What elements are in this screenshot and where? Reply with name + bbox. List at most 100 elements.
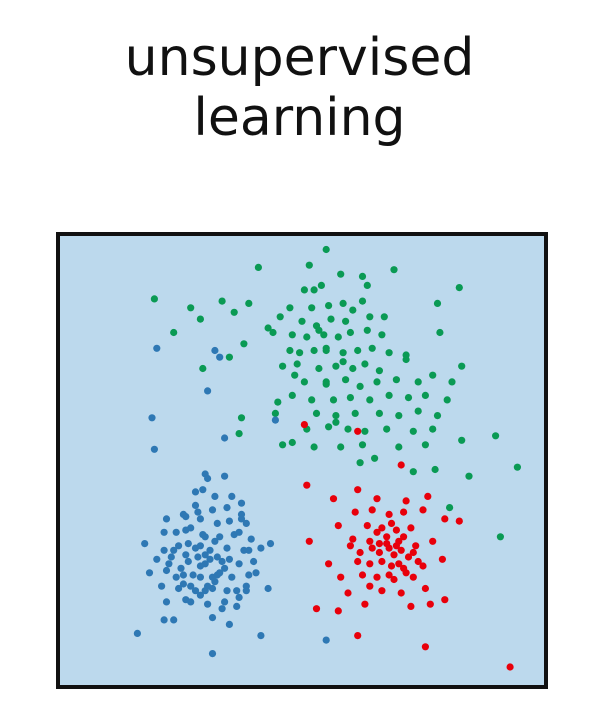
data-point-series-3-64 <box>400 533 407 540</box>
data-point-series-1-50 <box>429 372 436 379</box>
data-point-series-2-42 <box>236 560 243 567</box>
data-point-series-3-47 <box>344 589 351 596</box>
data-point-series-1-96 <box>197 316 204 323</box>
data-point-series-1-60 <box>313 410 320 417</box>
data-point-series-2-96 <box>161 547 168 554</box>
data-point-series-2-1 <box>153 345 160 352</box>
data-point-series-2-68 <box>257 632 264 639</box>
data-point-series-1-90 <box>272 410 279 417</box>
data-point-series-2-100 <box>180 580 187 587</box>
data-point-series-3-15 <box>335 522 342 529</box>
data-point-series-1-8 <box>219 298 226 305</box>
data-point-series-3-1 <box>301 421 308 428</box>
data-point-series-1-78 <box>395 443 402 450</box>
data-point-series-3-71 <box>386 571 393 578</box>
data-point-series-3-52 <box>335 607 342 614</box>
data-point-series-1-101 <box>410 468 417 475</box>
data-point-series-2-45 <box>163 567 170 574</box>
data-point-series-3-12 <box>386 511 393 518</box>
data-point-series-1-1 <box>323 246 330 253</box>
data-point-series-1-12 <box>325 302 332 309</box>
data-point-series-2-18 <box>163 515 170 522</box>
data-point-series-3-38 <box>439 556 446 563</box>
data-point-series-1-85 <box>238 414 245 421</box>
data-point-series-1-26 <box>364 327 371 334</box>
data-point-series-1-61 <box>332 412 339 419</box>
plot-area <box>58 234 546 687</box>
data-point-series-1-65 <box>415 408 422 415</box>
data-point-series-1-70 <box>361 428 368 435</box>
data-point-series-1-69 <box>344 426 351 433</box>
data-point-series-3-46 <box>422 585 429 592</box>
data-point-series-2-55 <box>223 587 230 594</box>
data-point-series-1-81 <box>187 304 194 311</box>
data-point-series-2-11 <box>199 486 206 493</box>
data-point-series-2-51 <box>158 583 165 590</box>
data-point-series-1-117 <box>359 273 366 280</box>
data-point-series-3-18 <box>393 527 400 534</box>
data-point-series-1-19 <box>342 318 349 325</box>
data-point-series-1-77 <box>359 441 366 448</box>
data-point-series-1-59 <box>444 396 451 403</box>
data-point-series-2-73 <box>177 565 184 572</box>
data-point-series-3-29 <box>376 549 383 556</box>
data-point-series-3-3 <box>398 461 405 468</box>
data-point-series-1-25 <box>347 329 354 336</box>
data-point-series-3-34 <box>366 560 373 567</box>
data-point-series-1-9 <box>301 286 308 293</box>
data-point-series-2-14 <box>192 502 199 509</box>
data-point-series-2-47 <box>197 574 204 581</box>
data-point-series-3-39 <box>337 574 344 581</box>
data-point-series-1-43 <box>301 378 308 385</box>
data-point-series-1-91 <box>286 304 293 311</box>
data-point-series-1-11 <box>308 304 315 311</box>
data-point-series-3-20 <box>441 515 448 522</box>
data-point-series-1-39 <box>349 365 356 372</box>
data-point-series-3-65 <box>388 520 395 527</box>
data-point-series-1-82 <box>245 300 252 307</box>
data-point-series-1-83 <box>226 354 233 361</box>
data-point-series-2-106 <box>221 565 228 572</box>
data-point-series-3-7 <box>373 495 380 502</box>
data-point-series-2-57 <box>265 585 272 592</box>
data-point-series-1-109 <box>279 441 286 448</box>
data-point-series-1-112 <box>492 432 499 439</box>
data-point-series-1-40 <box>361 360 368 367</box>
data-point-series-2-49 <box>228 574 235 581</box>
data-point-series-3-33 <box>354 558 361 565</box>
data-point-series-3-23 <box>349 536 356 543</box>
data-point-series-2-75 <box>194 553 201 560</box>
data-point-series-3-48 <box>313 605 320 612</box>
data-point-series-1-72 <box>410 428 417 435</box>
data-point-series-2-109 <box>194 508 201 515</box>
data-point-series-1-24 <box>335 333 342 340</box>
data-point-series-1-14 <box>349 307 356 314</box>
data-point-series-3-62 <box>398 547 405 554</box>
data-point-series-1-86 <box>240 340 247 347</box>
data-point-series-1-27 <box>378 331 385 338</box>
data-point-series-2-92 <box>233 587 240 594</box>
data-point-series-1-3 <box>306 262 313 269</box>
data-point-series-2-79 <box>211 538 218 545</box>
data-point-series-2-43 <box>250 558 257 565</box>
data-point-series-1-107 <box>497 533 504 540</box>
data-point-series-2-111 <box>202 551 209 558</box>
data-point-series-2-77 <box>182 596 189 603</box>
data-point-series-1-28 <box>286 347 293 354</box>
data-point-series-2-65 <box>209 614 216 621</box>
data-point-series-2-66 <box>226 621 233 628</box>
data-point-series-2-67 <box>134 630 141 637</box>
data-point-series-3-28 <box>429 538 436 545</box>
data-point-series-3-32 <box>325 560 332 567</box>
data-point-series-1-80 <box>170 329 177 336</box>
data-point-series-1-31 <box>340 349 347 356</box>
data-point-series-1-2 <box>255 264 262 271</box>
data-point-series-3-58 <box>383 533 390 540</box>
data-point-series-1-36 <box>294 360 301 367</box>
data-point-series-1-51 <box>289 392 296 399</box>
data-point-series-3-45 <box>398 589 405 596</box>
data-point-series-1-16 <box>298 318 305 325</box>
data-point-series-1-47 <box>373 378 380 385</box>
data-point-series-3-27 <box>412 542 419 549</box>
